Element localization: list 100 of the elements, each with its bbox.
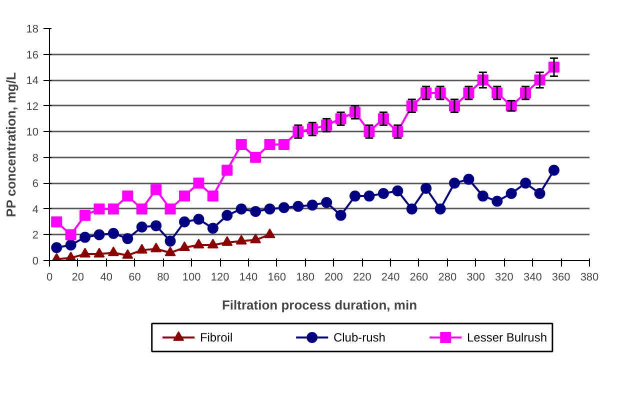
point — [292, 200, 304, 212]
point — [335, 210, 346, 221]
point — [150, 220, 162, 232]
point — [207, 190, 218, 202]
x-tick-label: 260 — [410, 272, 428, 284]
point — [406, 203, 418, 214]
point — [250, 152, 262, 163]
point — [222, 164, 233, 176]
point — [94, 229, 105, 240]
point — [449, 178, 460, 189]
point — [136, 222, 148, 232]
point — [420, 182, 432, 194]
point — [534, 188, 546, 199]
point — [65, 240, 76, 251]
x-tick-label: 120 — [210, 272, 230, 284]
x-tick-label: 180 — [296, 272, 314, 284]
point — [122, 233, 134, 244]
x-tick-label: 340 — [523, 272, 542, 284]
point — [193, 214, 204, 225]
x-tick-label: 220 — [352, 272, 372, 284]
point — [179, 241, 190, 251]
point — [150, 242, 162, 252]
point — [94, 203, 105, 214]
x-tick-label: 140 — [239, 272, 258, 284]
x-tick-label: 300 — [466, 272, 485, 284]
point — [164, 203, 176, 214]
x-axis-title: Filtration process duration, min — [222, 298, 418, 312]
x-tick-label: 380 — [580, 272, 599, 284]
point — [264, 228, 276, 238]
point — [136, 244, 148, 254]
point — [164, 246, 176, 256]
point — [321, 197, 332, 208]
point — [364, 190, 375, 202]
point — [207, 222, 218, 234]
point — [264, 203, 276, 214]
x-tick-label: 240 — [381, 272, 400, 284]
point — [264, 139, 276, 150]
point — [306, 200, 318, 211]
point — [150, 184, 162, 196]
point — [80, 248, 91, 258]
x-tick-label: 0 — [46, 272, 53, 284]
y-tick-label: 16 — [26, 49, 39, 62]
point — [236, 234, 247, 245]
point — [51, 216, 62, 228]
point — [108, 246, 119, 256]
point — [80, 232, 91, 243]
y-tick-label: 18 — [26, 24, 39, 36]
point — [222, 236, 233, 246]
point — [136, 203, 148, 214]
x-tick-label: 20 — [72, 272, 84, 284]
y-tick-label: 4 — [32, 204, 39, 216]
point — [492, 196, 503, 207]
point — [350, 190, 361, 202]
legend-label: Lesser Bulrush — [466, 330, 548, 344]
y-tick-label: 0 — [32, 256, 39, 268]
point — [179, 190, 190, 202]
point — [207, 238, 218, 248]
point — [250, 206, 262, 218]
x-tick-label: 160 — [268, 272, 286, 284]
x-tick-label: 40 — [100, 272, 112, 284]
y-tick-label: 6 — [32, 178, 39, 190]
point — [278, 202, 290, 214]
point — [108, 203, 119, 214]
point — [193, 178, 204, 189]
x-tick-label: 360 — [552, 272, 570, 284]
legend-label: Fibroil — [200, 330, 233, 344]
y-axis-title: PP concentration, mg/L — [3, 72, 18, 218]
y-tick-label: 10 — [26, 126, 39, 139]
point — [122, 190, 134, 202]
legend-label: Club-rush — [333, 330, 386, 344]
point — [236, 139, 247, 150]
point — [94, 248, 105, 258]
x-tick-label: 100 — [182, 272, 201, 284]
point — [392, 185, 404, 196]
point — [548, 164, 560, 176]
x-tick-label: 320 — [495, 272, 514, 284]
point — [236, 203, 247, 214]
point — [179, 216, 190, 228]
point — [222, 210, 233, 221]
point — [378, 188, 389, 199]
point — [434, 203, 446, 214]
point — [278, 139, 290, 150]
point — [80, 210, 91, 221]
point — [520, 178, 532, 189]
y-tick-label: 8 — [32, 152, 39, 164]
point — [193, 238, 204, 248]
y-tick-label: 12 — [26, 100, 39, 113]
x-tick-label: 200 — [324, 272, 343, 284]
point — [51, 242, 62, 254]
point — [122, 249, 134, 259]
point — [108, 228, 119, 239]
x-tick-label: 80 — [157, 272, 170, 284]
x-tick-label: 280 — [438, 272, 457, 284]
point — [463, 174, 474, 185]
y-tick-label: 14 — [26, 75, 39, 88]
point — [250, 234, 262, 244]
point — [477, 190, 488, 202]
y-tick-label: 2 — [32, 230, 39, 242]
x-tick-label: 60 — [128, 272, 141, 284]
point — [164, 236, 176, 247]
